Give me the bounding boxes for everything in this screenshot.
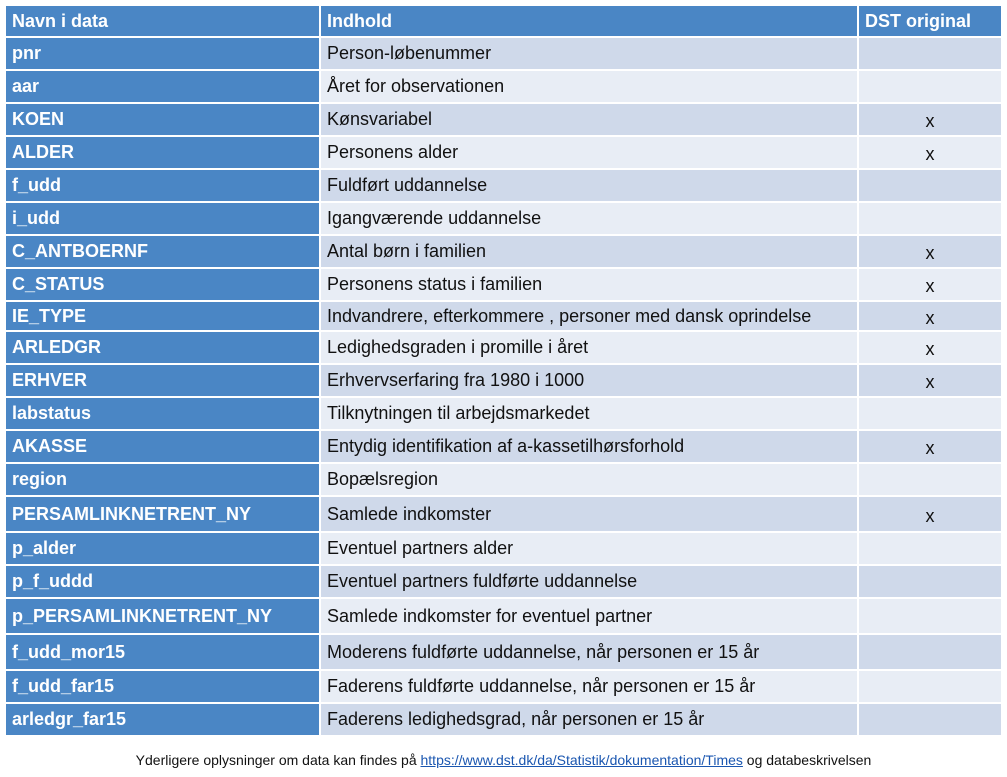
table-row: labstatus Tilknytningen til arbejdsmarked… [6,398,1001,431]
variable-content-cell: Erhvervserfaring fra 1980 i 1000 [321,365,859,398]
footer-note: Yderligere oplysninger om data kan finde… [0,752,1007,768]
variable-name-cell: f_udd_far15 [6,671,321,704]
table-row: p_PERSAMLINKNETRENT_NY Samlede indkomster… [6,599,1001,635]
variable-content-cell: Entydig identifikation af a-kassetilhørs… [321,431,859,464]
table-row: KOEN Kønsvariabel x [6,104,1001,137]
table-row: pnr Person-løbenummer [6,38,1001,71]
variable-content-cell: Eventuel partners fuldførte uddannelse [321,566,859,599]
variable-content-cell: Eventuel partners alder [321,533,859,566]
table-row: AKASSE Entydig identifikation af a-kasset… [6,431,1001,464]
variable-content-cell: Personens status i familien [321,269,859,302]
variable-content-cell: Faderens ledighedsgrad, når personen er … [321,704,859,737]
table-row: region Bopælsregion [6,464,1001,497]
variable-name-cell: f_udd [6,170,321,203]
dst-original-cell: x [859,497,1001,533]
variable-name-cell: AKASSE [6,431,321,464]
variable-content-cell: Samlede indkomster for eventuel partner [321,599,859,635]
variable-content-cell: Tilknytningen til arbejdsmarkedet [321,398,859,431]
dst-original-cell [859,38,1001,71]
dst-original-cell: x [859,236,1001,269]
dst-original-cell [859,533,1001,566]
table-row: IE_TYPE Indvandrere, efterkommere , perso… [6,302,1001,332]
table-row: C_STATUS Personens status i familien x [6,269,1001,302]
variable-name-cell: p_alder [6,533,321,566]
table-row: ERHVER Erhvervserfaring fra 1980 i 1000 x [6,365,1001,398]
variable-name-cell: IE_TYPE [6,302,321,332]
footer-text-before: Yderligere oplysninger om data kan finde… [135,752,421,768]
dst-original-cell [859,170,1001,203]
table-row: i_udd Igangværende uddannelse [6,203,1001,236]
dst-original-cell: x [859,431,1001,464]
header-name: Navn i data [6,6,321,38]
table-row: C_ANTBOERNF Antal børn i familien x [6,236,1001,269]
dst-original-cell [859,203,1001,236]
variable-name-cell: region [6,464,321,497]
dst-original-cell [859,704,1001,737]
variable-content-cell: Personens alder [321,137,859,170]
table-row: p_f_uddd Eventuel partners fuldførte udda… [6,566,1001,599]
table-header-row: Navn i data Indhold DST original [6,6,1001,38]
dst-original-cell: x [859,302,1001,332]
table-row: ALDER Personens alder x [6,137,1001,170]
variable-name-cell: ERHVER [6,365,321,398]
variable-content-cell: Antal børn i familien [321,236,859,269]
variable-name-cell: C_STATUS [6,269,321,302]
header-dst-original: DST original [859,6,1001,38]
variable-content-cell: Samlede indkomster [321,497,859,533]
variable-name-cell: aar [6,71,321,104]
dst-original-cell [859,464,1001,497]
dst-original-cell: x [859,365,1001,398]
variable-name-cell: f_udd_mor15 [6,635,321,671]
variable-name-cell: p_PERSAMLINKNETRENT_NY [6,599,321,635]
header-content: Indhold [321,6,859,38]
variable-name-cell: labstatus [6,398,321,431]
variable-content-cell: Ledighedsgraden i promille i året [321,332,859,365]
table-row: f_udd_mor15 Moderens fuldførte uddannelse… [6,635,1001,671]
dst-original-cell: x [859,104,1001,137]
variable-content-cell: Indvandrere, efterkommere , personer med… [321,302,859,332]
variable-name-cell: KOEN [6,104,321,137]
variable-name-cell: ALDER [6,137,321,170]
footer-text-after: og databeskrivelsen [742,752,872,768]
documentation-link[interactable]: https://www.dst.dk/da/Statistik/dokument… [420,752,743,768]
variable-name-cell: PERSAMLINKNETRENT_NY [6,497,321,533]
table-row: arledgr_far15 Faderens ledighedsgrad, når… [6,704,1001,737]
dst-original-cell [859,635,1001,671]
dst-original-cell: x [859,137,1001,170]
table-row: ARLEDGR Ledighedsgraden i promille i året… [6,332,1001,365]
dst-original-cell [859,671,1001,704]
variable-name-cell: i_udd [6,203,321,236]
variable-content-cell: Person-løbenummer [321,38,859,71]
variable-content-cell: Kønsvariabel [321,104,859,137]
table-body: pnr Person-løbenummer aar Året for observat… [6,38,1001,737]
dst-original-cell [859,71,1001,104]
variable-content-cell: Moderens fuldførte uddannelse, når perso… [321,635,859,671]
variable-name-cell: C_ANTBOERNF [6,236,321,269]
variable-name-cell: pnr [6,38,321,71]
table-row: f_udd Fuldført uddannelse [6,170,1001,203]
dst-original-cell [859,599,1001,635]
variable-content-cell: Bopælsregion [321,464,859,497]
dst-original-cell [859,398,1001,431]
variable-content-cell: Året for observationen [321,71,859,104]
dst-original-cell: x [859,269,1001,302]
variable-name-cell: ARLEDGR [6,332,321,365]
table-row: f_udd_far15 Faderens fuldførte uddannelse… [6,671,1001,704]
variable-content-cell: Fuldført uddannelse [321,170,859,203]
variable-name-cell: p_f_uddd [6,566,321,599]
variable-content-cell: Faderens fuldførte uddannelse, når perso… [321,671,859,704]
variable-name-cell: arledgr_far15 [6,704,321,737]
dst-original-cell: x [859,332,1001,365]
table-row: aar Året for observationen [6,71,1001,104]
table-row: p_alder Eventuel partners alder [6,533,1001,566]
dst-original-cell [859,566,1001,599]
data-dictionary-table: Navn i data Indhold DST original pnr Pers… [6,6,1001,737]
table-row: PERSAMLINKNETRENT_NY Samlede indkomster x [6,497,1001,533]
variable-content-cell: Igangværende uddannelse [321,203,859,236]
